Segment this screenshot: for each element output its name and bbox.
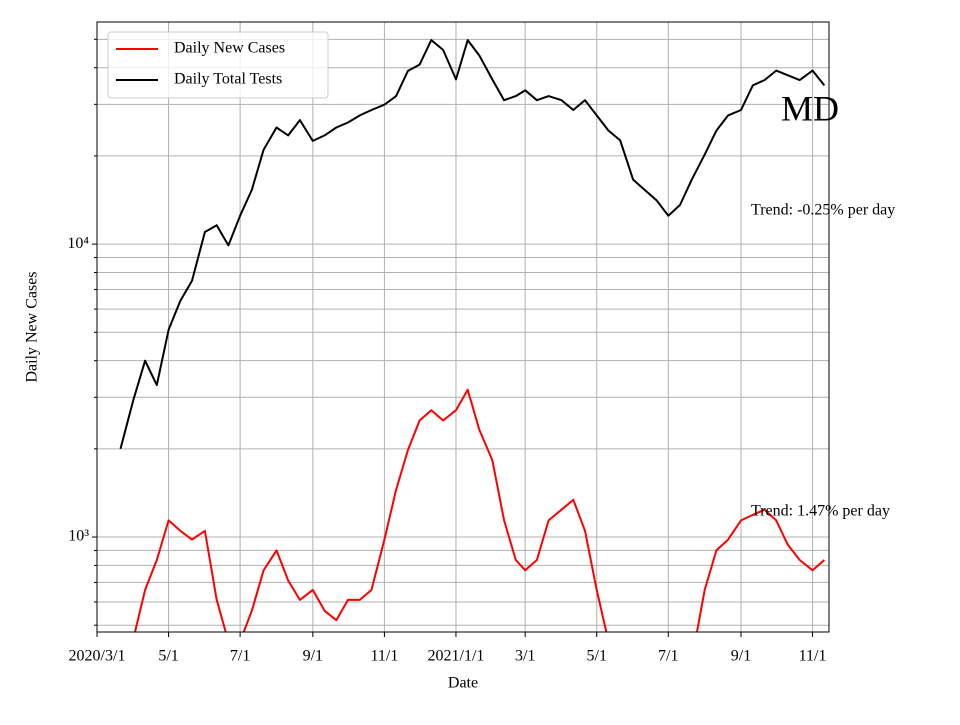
x-tick-label: 7/1 — [230, 648, 250, 665]
x-tick-label: 2020/3/1 — [69, 648, 126, 665]
grid — [96, 22, 829, 632]
legend-label: Daily New Cases — [174, 40, 285, 57]
ticks: 2020/3/1 5/1 7/1 9/1 11/1 2021/1/1 3/1 5/1 7/1 9/… — [67, 38, 827, 665]
y-tick-label: 10³ — [68, 528, 89, 545]
x-tick-label: 11/1 — [799, 648, 827, 665]
lines — [119, 39, 826, 632]
x-tick-label: 9/1 — [303, 648, 323, 665]
legend-box — [107, 31, 329, 99]
y-tick-label: 10⁴ — [67, 235, 89, 252]
x-tick-label: 5/1 — [158, 648, 178, 665]
x-tick-label: 5/1 — [587, 648, 607, 665]
plot-frame — [96, 21, 830, 633]
x-tick-label: 2021/1/1 — [428, 648, 485, 665]
legend-label: Daily Total Tests — [174, 71, 282, 88]
x-tick-label: 9/1 — [731, 648, 751, 665]
y-axis-label: Daily New Cases — [24, 271, 41, 382]
series-line — [133, 388, 825, 632]
series-line — [119, 39, 826, 450]
x-tick-label: 11/1 — [370, 648, 398, 665]
annotation: Trend: 1.47% per day — [751, 503, 890, 520]
x-tick-label: 3/1 — [515, 648, 535, 665]
annotation: Trend: -0.25% per day — [751, 202, 895, 219]
annotation: MD — [781, 88, 839, 128]
x-tick-label: 7/1 — [658, 648, 678, 665]
legend: Daily New Cases Daily Total Tests — [107, 31, 329, 99]
x-axis-label: Date — [448, 675, 478, 692]
